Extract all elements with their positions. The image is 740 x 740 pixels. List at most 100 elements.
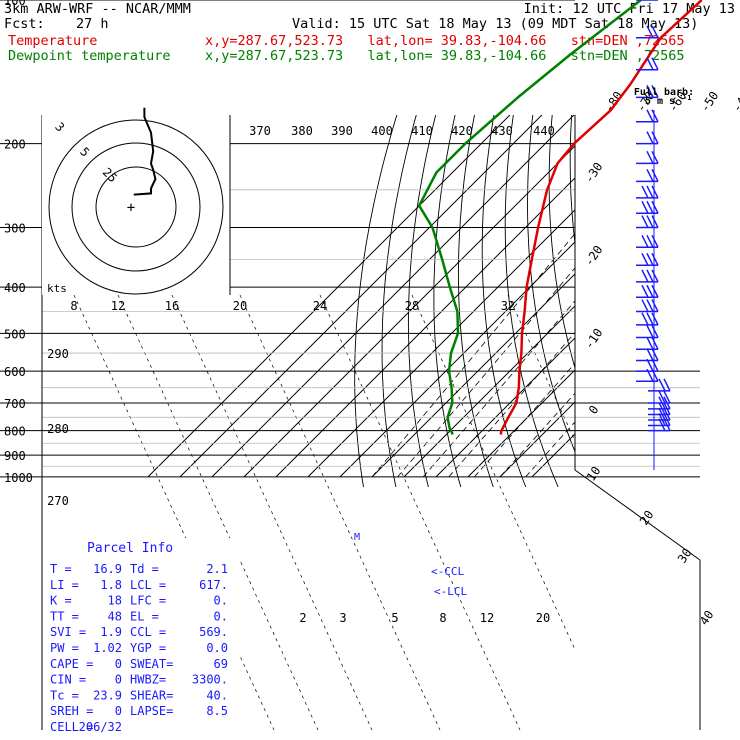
isotherm-label: -50	[698, 89, 722, 115]
mixing-ratio-label-low: 8	[439, 611, 446, 625]
wind-barb-flag	[651, 325, 659, 338]
pressure-tick-label: 1000	[4, 471, 33, 485]
pressure-tick-label: 100	[4, 0, 26, 8]
parcel-info-cell: 1.9	[100, 625, 122, 639]
wind-barb-flag	[663, 378, 671, 392]
parcel-info-cell: LCL =	[130, 578, 166, 592]
wind-barb-flag	[658, 396, 666, 410]
temperature-profile	[499, 0, 703, 435]
wind-barb-flag	[651, 234, 659, 248]
wind-barb-flag	[646, 358, 654, 372]
dry-adiabats	[354, 0, 740, 488]
hodograph-units: kts	[47, 282, 67, 295]
mixing-ratio-label: 16	[165, 299, 179, 313]
parcel-info-cell: LFC =	[130, 594, 166, 608]
mixing-ratio-line	[171, 294, 373, 730]
isotherm-label: 30	[675, 546, 695, 566]
wind-barb-flag	[641, 234, 649, 248]
pressure-tick-label: 500	[4, 327, 26, 341]
parcel-info-cell: LI =	[50, 578, 79, 592]
wind-barb-flag	[658, 413, 666, 426]
theta-label: 420	[451, 124, 473, 138]
ccl-annotation: <-CCL	[431, 565, 464, 578]
wind-barb-flag	[646, 131, 654, 144]
isotherm-label: -20	[582, 243, 606, 269]
m-annotation: M	[354, 532, 360, 543]
wind-barb-flag	[651, 169, 659, 182]
theta-label: 430	[491, 124, 513, 138]
wind-barb-flag	[651, 348, 659, 361]
wind-barb-flag	[646, 150, 654, 164]
wind-barb-flag	[641, 200, 649, 214]
theta-label-low: 280	[47, 422, 69, 436]
wind-barb-flag	[641, 215, 649, 228]
wind-scale-exponent: -1	[683, 94, 691, 102]
parcel-info-cell: 1.8	[100, 578, 122, 592]
parcel-info-title: Parcel Info	[87, 541, 173, 556]
wind-barb-flag	[651, 200, 659, 214]
mixing-ratio-label-low: 12	[480, 611, 494, 625]
isotherm-line	[275, 177, 575, 478]
moist-adiabats	[371, 232, 575, 478]
parcel-info-cell: 8.5	[206, 704, 228, 718]
parcel-info-cell: 23.9	[93, 688, 122, 702]
parcel-info-cell: 0	[115, 657, 122, 671]
theta-label: 410	[411, 124, 433, 138]
mixing-ratio-label-low: 3	[339, 611, 346, 625]
parcel-info-cell: K =	[50, 594, 72, 608]
parcel-info-cell: EL =	[130, 609, 159, 623]
isotherm-label: -80	[602, 89, 626, 115]
dewpoint-profile	[417, 0, 642, 436]
mixing-ratio-line	[411, 294, 575, 651]
wind-barb-flag	[646, 185, 654, 199]
isotherm-line	[179, 115, 543, 478]
temperature-legend-label: Temperature	[8, 33, 98, 49]
pressure-tick-label: 300	[4, 222, 26, 236]
mixing-ratio-label: 8	[70, 299, 77, 313]
valid-time: Valid: 15 UTC Sat 18 May 13 (09 MDT Sat …	[292, 16, 699, 32]
wind-barb-flag	[646, 312, 654, 326]
hodograph-origin: +	[127, 200, 135, 216]
wind-barb-flag	[646, 269, 654, 283]
wind-barb-flag	[646, 234, 654, 248]
wind-barb-flag	[646, 252, 654, 266]
wind-barb-flag	[651, 269, 659, 283]
dry-adiabat	[685, 0, 740, 487]
parcel-info-cell: SWEAT=	[130, 657, 173, 671]
dry-adiabat	[569, 115, 575, 247]
moist-adiabat	[422, 300, 575, 478]
wind-barb-flag	[651, 25, 659, 39]
isotherm-label: 0	[586, 403, 602, 417]
isotherms	[147, 115, 575, 478]
parcel-info-cell: HWBZ=	[130, 673, 166, 687]
wind-barb-flag	[651, 358, 659, 372]
mixing-ratio-label-low: 2	[299, 611, 306, 625]
hodograph-trace	[133, 107, 157, 196]
temperature-station-info: x,y=287.67,523.73 lat,lon= 39.83,-104.66…	[205, 33, 685, 49]
wind-barb-flag	[658, 390, 666, 404]
wind-scale-value: 5 m s	[645, 96, 675, 107]
parcel-info-cell: 16.9	[93, 562, 122, 576]
moist-adiabat	[371, 232, 575, 478]
pressure-tick-label: 400	[4, 281, 26, 295]
parcel-info-cell: 0	[115, 704, 122, 718]
hodograph-box	[42, 115, 230, 295]
mixing-ratio-line	[319, 294, 521, 730]
mixing-ratio-line	[507, 294, 575, 442]
theta-label: 400	[371, 124, 393, 138]
hodograph-ring	[71, 142, 201, 272]
dry-adiabat	[702, 0, 740, 487]
wind-barb-flag	[651, 57, 659, 71]
pressure-tick-label: 900	[4, 449, 26, 463]
parcel-info-cell: 40.	[206, 688, 228, 702]
parcel-info-cell: 18	[108, 594, 122, 608]
right-axis-slant	[574, 469, 701, 561]
parcel-info-cell: Td =	[130, 562, 159, 576]
parcel-info-panel: Parcel Info T = 16.9 Td = 2.1 LI = 1.8 LCL = 61…	[44, 538, 240, 738]
wind-barb-flag	[663, 390, 671, 404]
parcel-info-cell: 0	[115, 673, 122, 687]
theta-label: 370	[249, 124, 271, 138]
parcel-info-cell: 69	[214, 657, 228, 671]
moist-adiabat	[448, 331, 575, 478]
dry-adiabat	[667, 0, 740, 487]
